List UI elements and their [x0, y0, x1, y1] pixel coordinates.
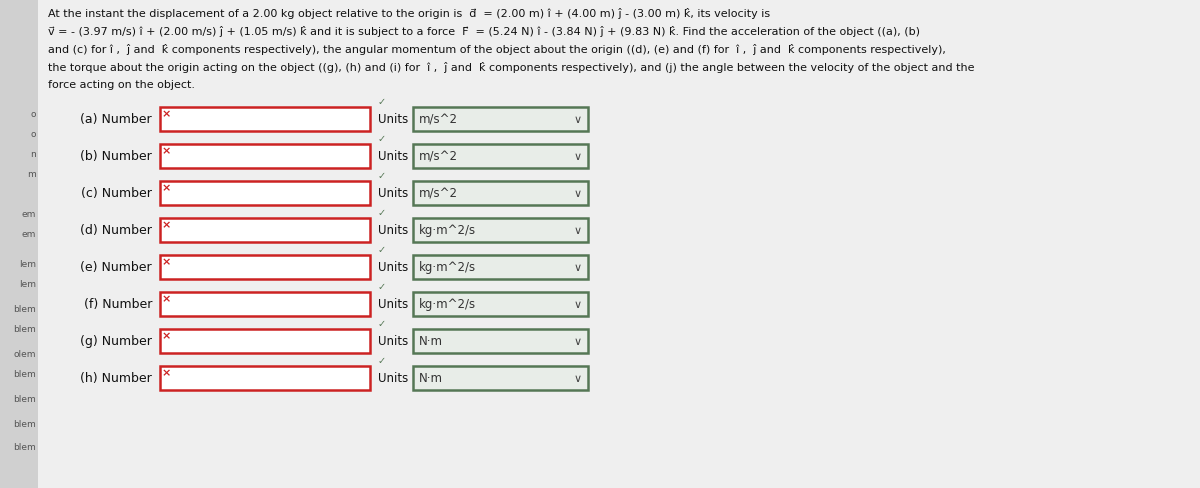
- Text: m: m: [28, 170, 36, 179]
- Text: ×: ×: [162, 367, 172, 377]
- Text: (h) Number: (h) Number: [80, 372, 152, 385]
- Text: v⃗ = - (3.97 m/s) î + (2.00 m/s) ĵ + (1.05 m/s) k̂ and it is subject to a force : v⃗ = - (3.97 m/s) î + (2.00 m/s) ĵ + (1.…: [48, 26, 920, 37]
- Text: and (c) for î ,  ĵ and  k̂ components respectively), the angular momentum of the: and (c) for î , ĵ and k̂ components resp…: [48, 44, 946, 55]
- Text: ✓: ✓: [378, 355, 386, 365]
- Text: Units: Units: [378, 187, 408, 200]
- Text: Units: Units: [378, 335, 408, 348]
- Bar: [413, 256, 588, 280]
- Text: lem: lem: [19, 280, 36, 289]
- Text: olem: olem: [13, 350, 36, 359]
- Text: ∨: ∨: [574, 189, 582, 199]
- Bar: [160, 366, 370, 390]
- Text: (c) Number: (c) Number: [82, 187, 152, 200]
- Text: (a) Number: (a) Number: [80, 113, 152, 126]
- Text: (g) Number: (g) Number: [80, 335, 152, 348]
- Text: n: n: [30, 150, 36, 159]
- Text: blem: blem: [13, 420, 36, 428]
- Text: ×: ×: [162, 146, 172, 156]
- Text: ∨: ∨: [574, 373, 582, 383]
- Text: o: o: [30, 110, 36, 119]
- Text: the torque about the origin acting on the object ((g), (h) and (i) for  î ,  ĵ a: the torque about the origin acting on th…: [48, 62, 974, 73]
- Text: At the instant the displacement of a 2.00 kg object relative to the origin is  d: At the instant the displacement of a 2.0…: [48, 8, 770, 19]
- Text: ×: ×: [162, 109, 172, 119]
- Text: blem: blem: [13, 395, 36, 404]
- Text: Units: Units: [378, 298, 408, 311]
- Text: Units: Units: [378, 113, 408, 126]
- Text: kg·m^2/s: kg·m^2/s: [419, 261, 476, 274]
- Text: em: em: [22, 230, 36, 239]
- Text: m/s^2: m/s^2: [419, 187, 458, 200]
- Text: ∨: ∨: [574, 299, 582, 309]
- Text: ×: ×: [162, 257, 172, 266]
- Text: ∨: ∨: [574, 115, 582, 125]
- Bar: [413, 108, 588, 132]
- Text: m/s^2: m/s^2: [419, 150, 458, 163]
- Text: ∨: ∨: [574, 263, 582, 272]
- Text: ∨: ∨: [574, 152, 582, 162]
- Text: Units: Units: [378, 224, 408, 237]
- Bar: [413, 292, 588, 316]
- Bar: [160, 182, 370, 205]
- Text: ×: ×: [162, 293, 172, 304]
- Bar: [413, 219, 588, 243]
- Bar: [160, 108, 370, 132]
- Text: (f) Number: (f) Number: [84, 298, 152, 311]
- Text: ✓: ✓: [378, 244, 386, 254]
- Text: m/s^2: m/s^2: [419, 113, 458, 126]
- Text: (d) Number: (d) Number: [80, 224, 152, 237]
- Bar: [160, 256, 370, 280]
- Text: N·m: N·m: [419, 335, 443, 348]
- Text: kg·m^2/s: kg·m^2/s: [419, 298, 476, 311]
- Text: blem: blem: [13, 370, 36, 379]
- Bar: [160, 145, 370, 169]
- Text: kg·m^2/s: kg·m^2/s: [419, 224, 476, 237]
- Bar: [0, 0, 38, 488]
- Bar: [413, 329, 588, 353]
- Text: ✓: ✓: [378, 318, 386, 328]
- Bar: [413, 366, 588, 390]
- Text: force acting on the object.: force acting on the object.: [48, 80, 194, 90]
- Text: ×: ×: [162, 330, 172, 340]
- Text: blem: blem: [13, 443, 36, 451]
- Bar: [160, 292, 370, 316]
- Text: ✓: ✓: [378, 134, 386, 143]
- Text: Units: Units: [378, 150, 408, 163]
- Text: ×: ×: [162, 220, 172, 229]
- Text: (b) Number: (b) Number: [80, 150, 152, 163]
- Text: ✓: ✓: [378, 97, 386, 107]
- Text: blem: blem: [13, 305, 36, 314]
- Text: ∨: ∨: [574, 225, 582, 236]
- Text: lem: lem: [19, 260, 36, 269]
- Text: ✓: ✓: [378, 171, 386, 181]
- Text: Units: Units: [378, 261, 408, 274]
- Text: ∨: ∨: [574, 336, 582, 346]
- Text: ✓: ✓: [378, 207, 386, 218]
- Text: N·m: N·m: [419, 372, 443, 385]
- Text: o: o: [30, 130, 36, 139]
- Bar: [160, 219, 370, 243]
- Bar: [160, 329, 370, 353]
- Text: ×: ×: [162, 183, 172, 193]
- Text: ✓: ✓: [378, 282, 386, 291]
- Text: blem: blem: [13, 325, 36, 334]
- Text: (e) Number: (e) Number: [80, 261, 152, 274]
- Text: Units: Units: [378, 372, 408, 385]
- Bar: [413, 145, 588, 169]
- Bar: [413, 182, 588, 205]
- Text: em: em: [22, 210, 36, 219]
